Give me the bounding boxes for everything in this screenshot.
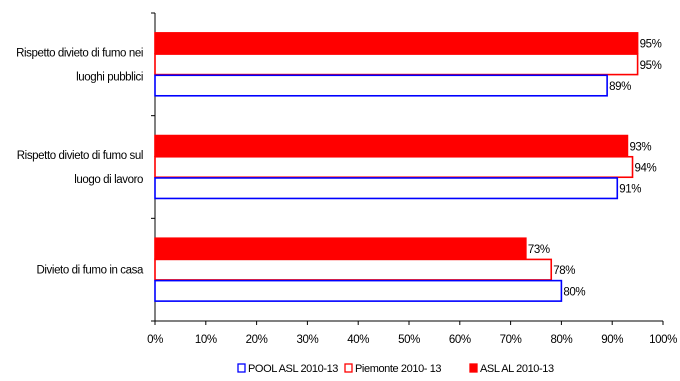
bar-piemonte-2010-13 <box>154 53 639 76</box>
x-tick-label: 100% <box>649 334 677 346</box>
category-label: luoghi pubblici <box>76 71 143 83</box>
data-label: 95% <box>640 39 662 51</box>
bar-pool-asl-2010-13 <box>154 74 608 97</box>
bar-asl-al-2010-13 <box>154 134 629 157</box>
x-tick-label: 60% <box>449 334 471 346</box>
legend-label: ASL AL 2010-13 <box>480 363 554 375</box>
data-label: 91% <box>619 184 641 196</box>
category-label: luogo di lavoro <box>74 174 143 186</box>
category-label: Rispetto divieto di fumo nei <box>16 47 143 59</box>
data-label: 94% <box>635 163 657 175</box>
legend-swatch <box>344 363 353 373</box>
legend-swatch <box>237 363 246 373</box>
data-label: 93% <box>629 141 651 153</box>
bar-asl-al-2010-13 <box>154 237 527 260</box>
x-tick-label: 0% <box>147 334 163 346</box>
x-tick-label: 20% <box>246 334 268 346</box>
legend-label: POOL ASL 2010-13 <box>248 363 338 375</box>
bar-pool-asl-2010-13 <box>154 279 563 302</box>
x-tick-label: 50% <box>398 334 420 346</box>
category-label: Divieto di fumo in casa <box>37 265 144 277</box>
chart-legend: POOL ASL 2010-13 Piemonte 2010- 13 ASL AL … <box>237 363 554 375</box>
bar-pool-asl-2010-13 <box>154 177 619 200</box>
legend-label: Piemonte 2010- 13 <box>355 363 441 375</box>
chart-axes: 0% 10% 20% 30% 40% 50% 60% 70% 80% 90% 100% <box>147 12 677 346</box>
x-tick-label: 70% <box>500 334 522 346</box>
data-label: 78% <box>553 265 575 277</box>
chart-bars <box>154 32 639 302</box>
data-label: 80% <box>563 286 585 298</box>
bar-piemonte-2010-13 <box>154 155 634 179</box>
data-label: 95% <box>640 60 662 72</box>
chart-labels: 95% 95% 89% Rispetto divieto di fumo nei luo… <box>16 39 662 299</box>
x-tick-label: 10% <box>195 334 217 346</box>
x-tick-label: 80% <box>550 334 572 346</box>
bar-piemonte-2010-13 <box>154 258 553 281</box>
legend-swatch <box>469 363 478 373</box>
data-label: 73% <box>528 244 550 256</box>
bar-asl-al-2010-13 <box>154 32 639 55</box>
data-label: 89% <box>609 81 631 93</box>
x-tick-label: 40% <box>347 334 369 346</box>
category-label: Rispetto divieto di fumo sul <box>17 150 143 162</box>
x-tick-label: 90% <box>601 334 623 346</box>
x-tick-label: 30% <box>296 334 318 346</box>
